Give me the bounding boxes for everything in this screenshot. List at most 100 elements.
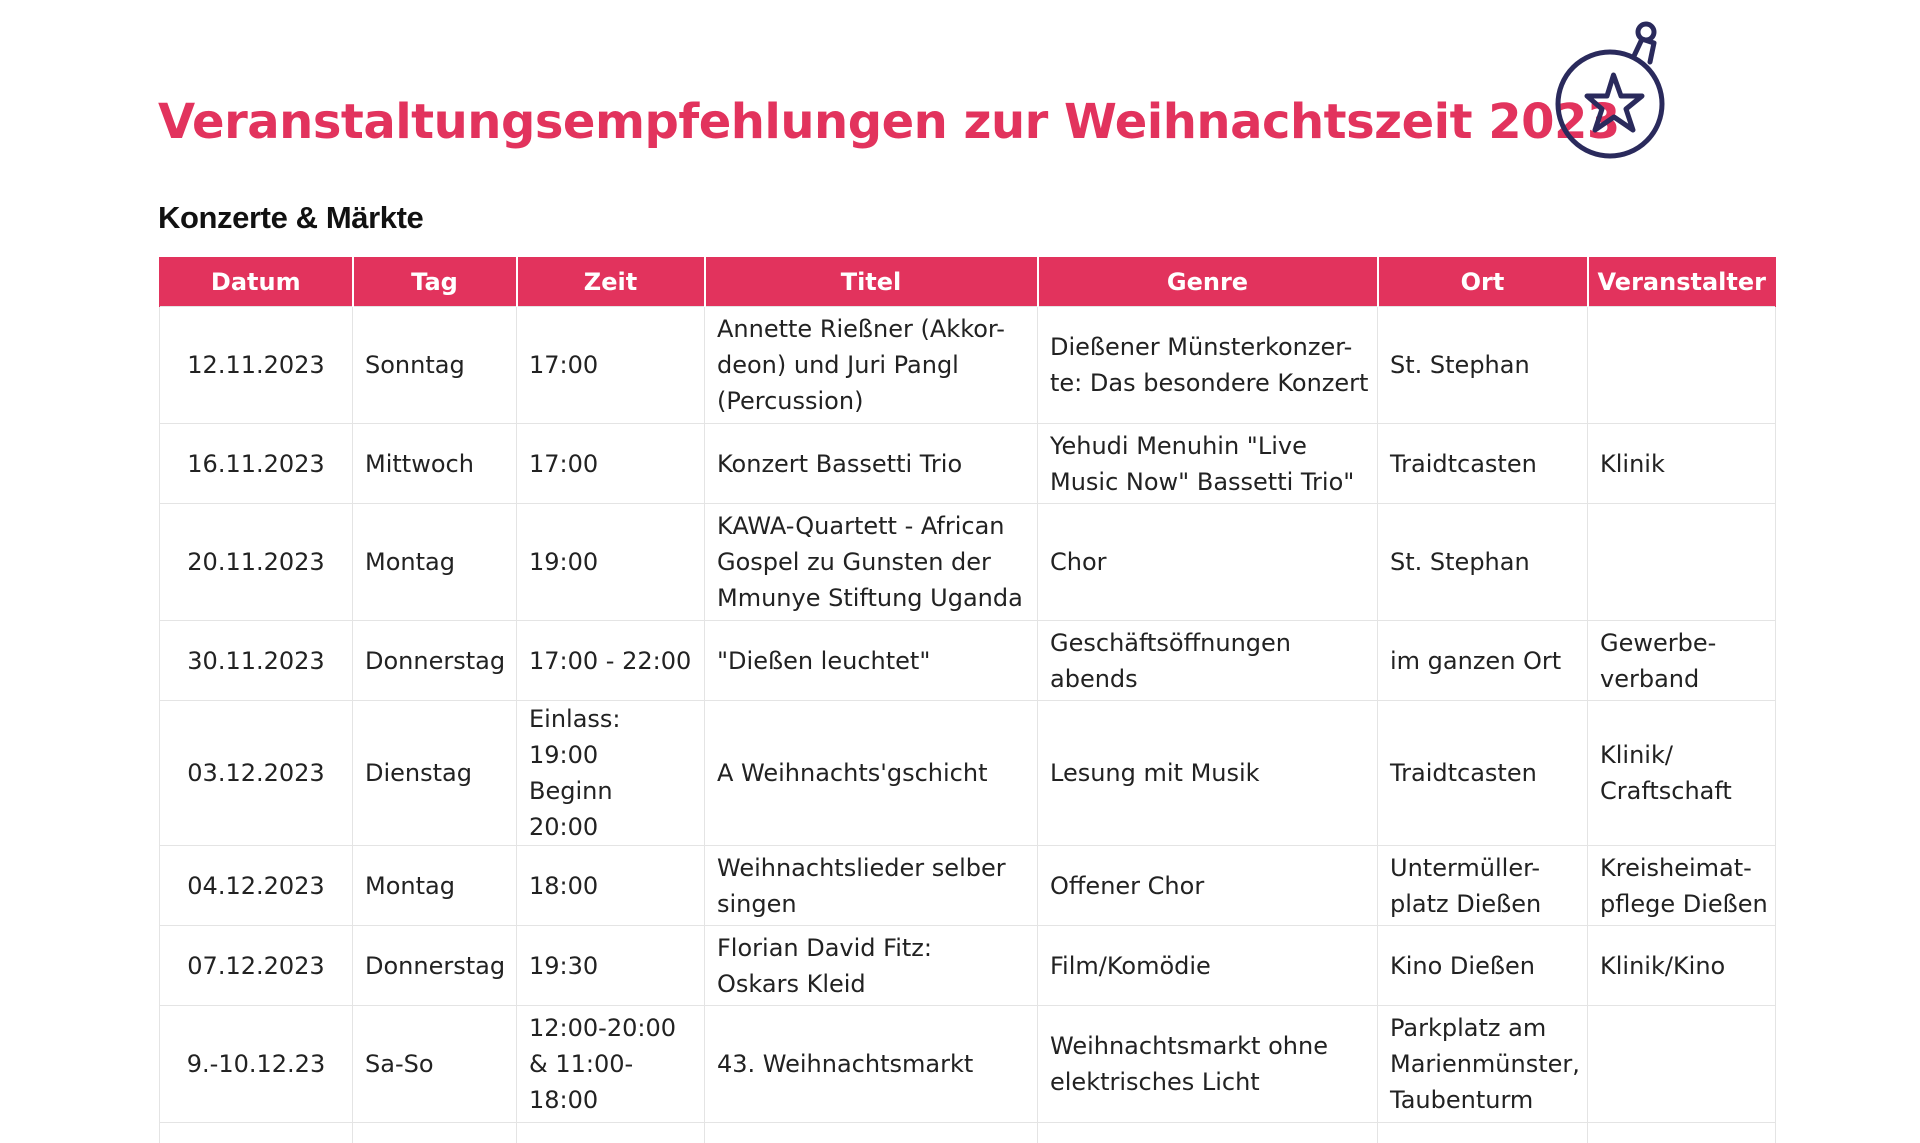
cell-line: Klinik/ [1600, 741, 1673, 769]
section-heading: Konzerte & Märkte [158, 200, 424, 235]
cell-text: Sa-So [365, 1050, 434, 1078]
cell-line: verband [1600, 664, 1700, 693]
table-row: 07.12.2023 Donnerstag 19:30 Florian David F… [159, 925, 1776, 1006]
cell-text: Donnerstag [365, 646, 506, 675]
cell-zeit [516, 1122, 705, 1143]
cell-genre: Lesung mit Musik [1037, 700, 1378, 846]
cell-line: Klinik/Kino [1600, 951, 1726, 980]
header-veranstalter: Veranstalter [1586, 257, 1776, 307]
cell-veranstalter: Klinik/Kino [1587, 925, 1776, 1006]
cell-ort: Parkplatz am Marienmünster, Taubenturm [1377, 1005, 1588, 1123]
cell-text: 03.12.2023 [187, 759, 325, 787]
header-ort: Ort [1376, 257, 1589, 307]
cell-text: Einlass: 19:00 Beginn 20:00 [529, 705, 621, 841]
cell-tag: Sa-So [352, 1005, 517, 1123]
cell-line: Parkplatz am [1390, 1014, 1547, 1042]
cell-line: Music Now" Bassetti Trio" [1050, 467, 1355, 496]
table-row: 04.12.2023 Montag 18:00 Weihnachtslieder se… [159, 845, 1776, 926]
cell-text: Montag [365, 871, 455, 900]
cell-line: im ganzen Ort [1390, 646, 1562, 675]
cell-line: Annette Rießner (Akkor- [717, 315, 1005, 343]
cell-titel: A Weihnachts'gschicht [704, 700, 1038, 846]
cell-line: Florian David Fitz: [717, 933, 932, 962]
cell-datum: 03.12.2023 [159, 700, 353, 846]
table-row: 16.11.2023 Mittwoch 17:00 Konzert Bassetti … [159, 423, 1776, 504]
cell-ort: im ganzen Ort [1377, 620, 1588, 701]
cell-line: 43. Weihnachtsmarkt [717, 1050, 974, 1078]
cell-datum: 20.11.2023 [159, 503, 353, 621]
cell-line: (Percussion) [717, 387, 864, 415]
cell-genre: Yehudi Menuhin "Live Music Now" Bassetti … [1037, 423, 1378, 504]
cell-veranstalter [1587, 1005, 1776, 1123]
cell-genre: Offener Chor [1037, 845, 1378, 926]
cell-tag: Sonntag [352, 306, 517, 424]
cell-line: Untermüller- [1390, 853, 1541, 882]
header-tag: Tag [351, 257, 518, 307]
cell-veranstalter: Klinik [1587, 423, 1776, 504]
cell-line: deon) und Juri Pangl [717, 351, 959, 379]
cell-line: Weihnachtslieder selber [717, 853, 1006, 882]
table-row: 03.12.2023 Dienstag Einlass: 19:00 Beginn … [159, 700, 1776, 846]
cell-line: Offener Chor [1050, 871, 1205, 900]
cell-line: Traidtcasten [1390, 449, 1537, 478]
cell-datum: 04.12.2023 [159, 845, 353, 926]
table-header-row: Datum Tag Zeit Titel Genre Ort Veranstal… [159, 257, 1776, 307]
cell-titel: KAWA-Quartett - African Gospel zu Gunsten… [704, 503, 1038, 621]
cell-line: Taubenturm [1390, 1086, 1534, 1114]
header-titel: Titel [703, 257, 1039, 307]
cell-titel: Florian David Fitz: Oskars Kleid [704, 925, 1038, 1006]
cell-genre: Dießener Münsterkonzer-te: Das besondere… [1037, 306, 1378, 424]
cell-line: Kreisheimat- [1600, 853, 1752, 882]
cell-line: A Weihnachts'gschicht [717, 759, 988, 787]
cell-text: 18:00 [529, 871, 599, 900]
cell-text: 04.12.2023 [187, 871, 325, 900]
header-datum: Datum [159, 257, 354, 307]
cell-zeit: 12:00-20:00 & 11:00-18:00 [516, 1005, 705, 1123]
cell-text: Dienstag [365, 759, 472, 787]
cell-text: Donnerstag [365, 951, 506, 980]
cell-line: Lesung mit Musik [1050, 759, 1260, 787]
cell-zeit: 17:00 [516, 306, 705, 424]
cell-line: Weihnachtsmarkt ohne [1050, 1032, 1328, 1060]
events-table: Datum Tag Zeit Titel Genre Ort Veranstal… [159, 257, 1776, 1143]
cell-text: 17:00 - 22:00 [529, 646, 692, 675]
cell-datum [159, 1122, 353, 1143]
cell-line: Konzert Bassetti Trio [717, 449, 963, 478]
cell-text: 17:00 [529, 449, 599, 478]
cell-line: Oskars Kleid [717, 969, 866, 998]
cell-line: Gewerbe- [1600, 628, 1717, 657]
cell-line: Chor [1050, 548, 1107, 576]
cell-veranstalter: Gewerbe-verband [1587, 620, 1776, 701]
cell-line: Film/Komödie [1050, 951, 1211, 980]
cell-line: St. Stephan [1390, 548, 1530, 576]
cell-ort: Untermüller-platz Dießen [1377, 845, 1588, 926]
cell-zeit: Einlass: 19:00 Beginn 20:00 [516, 700, 705, 846]
cell-line: Geschäftsöffnungen [1050, 628, 1291, 657]
cell-titel: Konzert Bassetti Trio [704, 423, 1038, 504]
cell-ort: Kino Dießen [1377, 925, 1588, 1006]
cell-text: 12:00-20:00 & 11:00-18:00 [529, 1014, 676, 1114]
cell-text: 12.11.2023 [187, 351, 325, 379]
cell-text: Mittwoch [365, 449, 474, 478]
cell-datum: 9.-10.12.23 [159, 1005, 353, 1123]
cell-veranstalter [1587, 1122, 1776, 1143]
cell-titel: 43. Weihnachtsmarkt [704, 1005, 1038, 1123]
cell-titel: Annette Rießner (Akkor-deon) und Juri Pa… [704, 306, 1038, 424]
cell-zeit: 17:00 [516, 423, 705, 504]
cell-line: Traidtcasten [1390, 759, 1537, 787]
cell-line: Mmunye Stiftung Uganda [717, 584, 1023, 612]
cell-genre: Weihnachtsmarkt ohne elektrisches Licht [1037, 1005, 1378, 1123]
cell-zeit: 19:30 [516, 925, 705, 1006]
page-title: Veranstaltungsempfehlungen zur Weihnacht… [158, 94, 1620, 150]
cell-veranstalter [1587, 306, 1776, 424]
cell-text: 07.12.2023 [187, 951, 325, 980]
cell-genre: Film/Komödie [1037, 925, 1378, 1006]
cell-text: 20.11.2023 [187, 548, 325, 576]
cell-text: Sonntag [365, 351, 465, 379]
cell-veranstalter [1587, 503, 1776, 621]
cell-line: te: Das besondere Konzert [1050, 369, 1369, 397]
cell-text: 30.11.2023 [187, 646, 325, 675]
cell-ort: Traidtcasten [1377, 423, 1588, 504]
table-row: 20.11.2023 Montag 19:00 KAWA-Quartett - Afr… [159, 503, 1776, 621]
table-row: 9.-10.12.23 Sa-So 12:00-20:00 & 11:00-18:0… [159, 1005, 1776, 1123]
